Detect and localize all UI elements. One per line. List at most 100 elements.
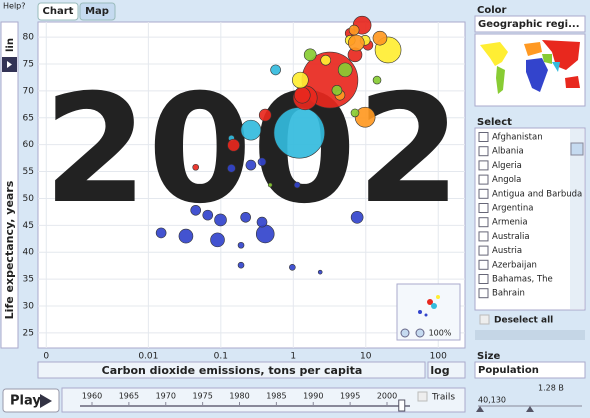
bubble[interactable]: [257, 157, 267, 167]
bubble[interactable]: [267, 182, 273, 188]
bubble[interactable]: [348, 34, 365, 52]
bubble[interactable]: [350, 108, 360, 118]
x-tick-label: 100: [430, 352, 447, 362]
chart-tab[interactable]: [37, 2, 79, 21]
size-dropdown[interactable]: [474, 361, 586, 379]
map-region: [565, 76, 580, 88]
country-name[interactable]: Armenia: [492, 218, 528, 228]
x-scale-selector[interactable]: [427, 361, 466, 379]
country-checkbox[interactable]: [478, 259, 489, 270]
country-name[interactable]: Argentina: [492, 204, 533, 214]
zoom-in[interactable]: [400, 328, 410, 338]
x-tick-label: 0.1: [214, 352, 228, 362]
minimap-dot: [431, 303, 437, 309]
country-checkbox[interactable]: [478, 203, 489, 213]
play-button[interactable]: [2, 388, 60, 413]
country-checkbox[interactable]: [478, 288, 489, 299]
bubble[interactable]: [245, 159, 257, 171]
bubble[interactable]: [237, 261, 245, 269]
zoom-out[interactable]: [415, 328, 425, 338]
bubble[interactable]: [317, 269, 323, 275]
bubble[interactable]: [237, 241, 245, 249]
timeline-handle[interactable]: [398, 399, 406, 412]
color-choice[interactable]: Geographic regi...: [478, 19, 580, 30]
bubble[interactable]: [240, 211, 251, 223]
country-name[interactable]: Bahamas, The: [492, 275, 553, 285]
country-checkbox[interactable]: [478, 245, 489, 256]
country-name[interactable]: Angola: [492, 175, 521, 185]
bubble[interactable]: [258, 108, 272, 122]
country-name[interactable]: Australia: [492, 232, 530, 242]
bubble[interactable]: [289, 264, 296, 271]
color-title: Color: [477, 5, 507, 16]
play-label[interactable]: Play: [10, 394, 41, 409]
y-tick-label: 25: [23, 328, 34, 338]
country-name[interactable]: Albania: [492, 147, 524, 157]
country-name[interactable]: Antigua and Barbuda: [492, 189, 582, 199]
minimap-dot: [424, 313, 428, 317]
country-checkbox[interactable]: [478, 174, 489, 185]
country-name[interactable]: Bahrain: [492, 289, 525, 299]
bubble[interactable]: [337, 62, 353, 78]
x-axis-selector[interactable]: [37, 361, 426, 379]
bubble[interactable]: [270, 64, 281, 76]
size-slider-handle: [476, 406, 484, 412]
country-checkbox[interactable]: [478, 146, 489, 157]
timeline[interactable]: [61, 387, 466, 413]
scroll-thumb[interactable]: [570, 142, 584, 156]
country-name[interactable]: Azerbaijan: [492, 260, 537, 270]
minimap-dot: [418, 310, 422, 314]
map-tab[interactable]: [79, 2, 116, 21]
bubble[interactable]: [155, 227, 167, 239]
grid: 25 30 35 40 45 50 55 60 65 70 75 80 0 0.01 0.1 1 10 100: [23, 22, 465, 362]
bubble[interactable]: [214, 213, 227, 227]
country-name[interactable]: Algeria: [492, 161, 522, 171]
x-scale-label[interactable]: log: [430, 364, 449, 377]
bubble[interactable]: [293, 181, 301, 189]
country-checkbox[interactable]: [478, 188, 489, 199]
bubble[interactable]: [273, 107, 325, 159]
bubble[interactable]: [190, 204, 202, 216]
bubble[interactable]: [240, 119, 262, 141]
bubble[interactable]: [350, 210, 364, 224]
bubble[interactable]: [202, 209, 214, 221]
country-checkbox[interactable]: [478, 231, 489, 242]
bubble[interactable]: [372, 75, 382, 85]
country-checkbox[interactable]: [478, 217, 489, 228]
country-name[interactable]: Afghanistan: [492, 133, 543, 143]
bubble[interactable]: [256, 216, 268, 228]
bubble[interactable]: [331, 85, 343, 96]
country-name[interactable]: Austria: [492, 246, 522, 256]
map-region: [526, 58, 548, 92]
bubble[interactable]: [354, 106, 376, 128]
chart-tab-label[interactable]: Chart: [43, 6, 74, 17]
timeline-year: 2000: [377, 392, 397, 401]
bubble[interactable]: [210, 232, 225, 248]
bubble[interactable]: [178, 228, 194, 244]
x-tick-label: 0.01: [138, 352, 158, 362]
trails-label: Trails: [431, 393, 455, 403]
help-link[interactable]: Help?: [3, 2, 25, 11]
bubble[interactable]: [348, 24, 360, 36]
map-tab-label[interactable]: Map: [85, 6, 109, 17]
y-axis-strip: [0, 21, 19, 349]
bubble[interactable]: [303, 48, 317, 62]
size-choice[interactable]: Population: [478, 365, 539, 376]
bubble[interactable]: [320, 54, 332, 66]
y-scale-toggle[interactable]: lin: [5, 38, 16, 52]
timeline-year: 1970: [156, 392, 176, 401]
bubble[interactable]: [255, 224, 275, 244]
country-checkbox[interactable]: [478, 132, 489, 142]
bubble[interactable]: [192, 163, 200, 171]
scrollbar[interactable]: [570, 129, 584, 309]
country-checkbox[interactable]: [478, 274, 489, 284]
timeline-year: 1995: [340, 392, 360, 401]
bubble[interactable]: [227, 164, 236, 173]
country-rows: Afghanistan Albania Algeria Angola Antigua a…: [478, 132, 582, 299]
bubble[interactable]: [292, 71, 309, 89]
color-dropdown[interactable]: [474, 15, 586, 33]
bubble[interactable]: [372, 30, 388, 46]
country-checkbox[interactable]: [478, 160, 489, 171]
bubble[interactable]: [227, 138, 240, 152]
bubble[interactable]: [293, 86, 311, 104]
